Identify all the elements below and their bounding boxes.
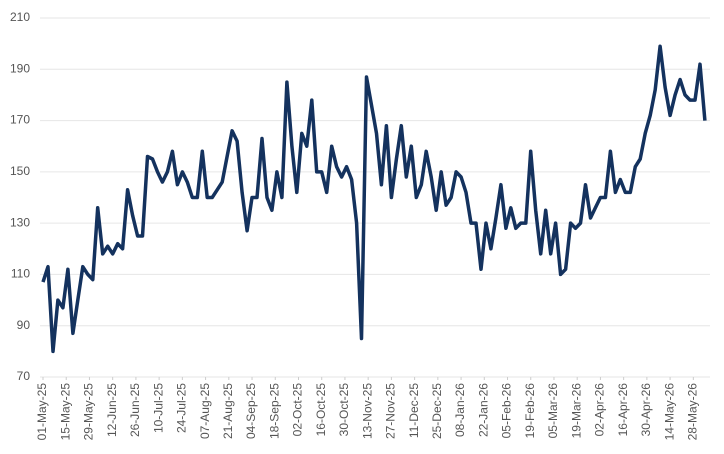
x-tick-label: 10-Jul-25	[151, 383, 165, 433]
x-tick-label: 01-May-25	[35, 383, 49, 441]
y-tick-label: 170	[10, 113, 30, 127]
x-tick-label: 15-May-25	[58, 383, 72, 441]
x-tick-label: 26-Jun-25	[128, 383, 142, 437]
x-tick-label: 22-Jan-26	[476, 383, 490, 437]
x-tick-label: 05-Feb-26	[500, 383, 514, 439]
x-tick-label: 16-Apr-26	[616, 383, 630, 437]
x-tick-label: 14-May-26	[662, 383, 676, 441]
x-tick-label: 12-Jun-25	[105, 383, 119, 437]
x-tick-label: 16-Oct-25	[314, 383, 328, 437]
y-tick-label: 150	[10, 164, 30, 178]
x-tick-label: 30-Oct-25	[337, 383, 351, 437]
y-tick-label: 70	[17, 369, 31, 383]
y-tick-label: 90	[17, 318, 31, 332]
y-tick-label: 210	[10, 10, 30, 24]
y-tick-label: 130	[10, 215, 30, 229]
x-tick-label: 28-May-26	[685, 383, 699, 441]
x-tick-label: 21-Aug-25	[221, 383, 235, 439]
x-tick-label: 07-Aug-25	[198, 383, 212, 439]
x-tick-label: 29-May-25	[82, 383, 96, 441]
x-tick-label: 19-Mar-26	[569, 383, 583, 439]
y-tick-label: 190	[10, 61, 30, 75]
x-tick-label: 08-Jan-26	[453, 383, 467, 437]
x-tick-label: 02-Oct-25	[291, 383, 305, 437]
x-tick-label: 18-Sep-25	[267, 383, 281, 439]
x-tick-label: 24-Jul-25	[175, 383, 189, 433]
y-tick-label: 110	[11, 267, 30, 281]
x-tick-label: 30-Apr-26	[639, 383, 653, 437]
x-tick-label: 25-Dec-25	[430, 383, 444, 439]
x-tick-label: 04-Sep-25	[244, 383, 258, 439]
x-tick-label: 13-Nov-25	[360, 383, 374, 439]
x-tick-label: 05-Mar-26	[546, 383, 560, 439]
x-tick-label: 02-Apr-26	[593, 383, 607, 437]
x-tick-label: 27-Nov-25	[384, 383, 398, 439]
x-tick-label: 19-Feb-26	[523, 383, 537, 439]
line-series	[41, 44, 707, 354]
x-tick-label: 11-Dec-25	[407, 383, 421, 438]
